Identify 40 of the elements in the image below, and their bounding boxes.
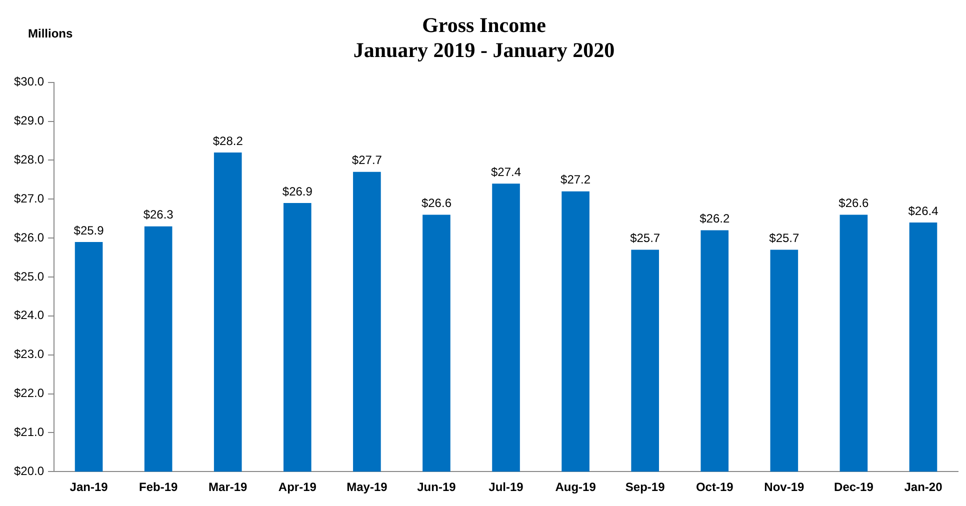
x-tick-label: Jul-19 bbox=[488, 480, 524, 494]
x-tick-label: Mar-19 bbox=[208, 480, 248, 494]
data-label: $25.9 bbox=[74, 223, 104, 238]
chart-title: Gross Income bbox=[422, 13, 546, 38]
data-label: $26.9 bbox=[282, 184, 313, 198]
x-tick-label: Jan-19 bbox=[70, 480, 108, 494]
y-tick-label: $23.0 bbox=[14, 347, 44, 362]
x-tick-label: Sep-19 bbox=[625, 480, 666, 494]
data-label: $26.4 bbox=[908, 204, 939, 218]
x-tick-label: Oct-19 bbox=[696, 480, 734, 494]
data-label: $25.7 bbox=[630, 231, 660, 246]
data-label: $27.7 bbox=[352, 153, 382, 168]
y-tick-label: $29.0 bbox=[14, 114, 44, 128]
x-tick-label: Feb-19 bbox=[138, 480, 178, 494]
data-label: $27.4 bbox=[491, 164, 522, 179]
y-tick-label: $24.0 bbox=[14, 308, 44, 322]
x-tick-label: Jan-20 bbox=[904, 480, 943, 494]
y-tick-label: $22.0 bbox=[14, 386, 44, 400]
chart-subtitle: January 2019 - January 2020 bbox=[353, 38, 615, 62]
data-label: $26.6 bbox=[838, 196, 870, 210]
x-tick-label: Dec-19 bbox=[834, 480, 874, 494]
data-label: $28.2 bbox=[212, 134, 244, 148]
y-axis-title: Millions bbox=[28, 26, 73, 40]
y-tick-label: $27.0 bbox=[14, 191, 44, 206]
y-tick-label: $26.0 bbox=[14, 230, 44, 244]
data-label: $26.2 bbox=[700, 212, 730, 226]
x-tick-label: Aug-19 bbox=[555, 480, 596, 494]
x-tick-label: Apr-19 bbox=[278, 480, 317, 494]
x-tick-label: Nov-19 bbox=[764, 480, 804, 494]
y-tick-label: $25.0 bbox=[14, 269, 44, 284]
y-tick-label: $28.0 bbox=[14, 152, 44, 167]
data-label: $26.6 bbox=[421, 196, 452, 210]
data-label: $27.2 bbox=[560, 172, 591, 187]
data-label: $25.7 bbox=[769, 231, 800, 246]
x-tick-label: May-19 bbox=[346, 480, 388, 494]
y-tick-label: $20.0 bbox=[14, 464, 44, 478]
y-tick-label: $30.0 bbox=[14, 74, 44, 89]
data-label: $26.3 bbox=[143, 208, 174, 222]
x-tick-label: Jun-19 bbox=[417, 480, 456, 494]
y-tick-label: $21.0 bbox=[14, 424, 44, 439]
